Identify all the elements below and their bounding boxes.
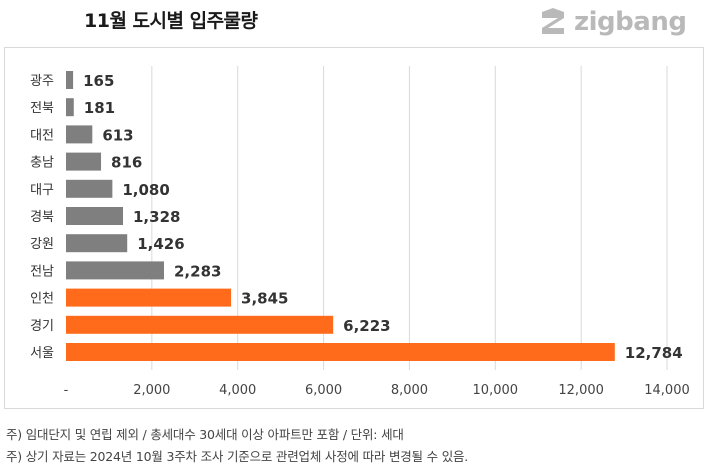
category-label: 경기 xyxy=(30,319,54,334)
bar-2 xyxy=(66,98,74,117)
bar-3 xyxy=(66,125,93,144)
bar-4 xyxy=(66,152,102,171)
x-tick-label: 8,000 xyxy=(391,383,428,398)
category-label: 전남 xyxy=(30,264,54,279)
value-label: 12,784 xyxy=(625,344,683,362)
value-label: 1,328 xyxy=(133,208,180,226)
bar-7 xyxy=(66,234,128,253)
value-label: 816 xyxy=(111,154,142,172)
value-label: 181 xyxy=(84,99,115,117)
category-label: 경북 xyxy=(30,210,54,225)
value-label: 3,845 xyxy=(241,290,288,308)
category-label: 충남 xyxy=(30,156,54,171)
logo-text: zigbang xyxy=(574,7,687,37)
bar-1 xyxy=(66,71,74,89)
value-label: 1,426 xyxy=(137,235,184,253)
value-label: 1,080 xyxy=(122,181,169,199)
category-label: 대구 xyxy=(30,183,54,198)
x-tick-label: - xyxy=(64,383,69,398)
category-label: 강원 xyxy=(30,237,54,252)
zigbang-logo-icon xyxy=(542,8,564,34)
x-tick-label: 6,000 xyxy=(305,383,342,398)
bar-10 xyxy=(66,315,334,334)
footnote-1: 주) 임대단지 및 연립 제외 / 총세대수 30세대 이상 아파트만 포함 /… xyxy=(6,427,404,442)
x-tick-label: 14,000 xyxy=(644,383,690,398)
bar-9 xyxy=(66,288,232,307)
bar-6 xyxy=(66,207,124,225)
x-tick-label: 2,000 xyxy=(133,383,170,398)
footnote-2: 주) 상기 자료는 2024년 10월 3주차 조사 기준으로 관련업체 사정에… xyxy=(6,449,469,464)
zigbang-logo: zigbang xyxy=(536,4,706,40)
value-label: 165 xyxy=(83,72,114,90)
value-label: 2,283 xyxy=(174,262,221,280)
category-label: 서울 xyxy=(30,346,54,361)
category-label: 인천 xyxy=(30,292,54,307)
bar-8 xyxy=(66,261,165,280)
category-label: 광주 xyxy=(30,74,54,89)
chart-frame xyxy=(4,47,704,409)
bar-11 xyxy=(66,343,615,361)
bar-5 xyxy=(66,179,113,198)
value-label: 6,223 xyxy=(343,317,390,335)
category-label: 대전 xyxy=(30,128,54,143)
x-tick-label: 12,000 xyxy=(558,383,604,398)
category-label: 전북 xyxy=(30,101,54,116)
value-label: 613 xyxy=(102,126,133,144)
x-tick-label: 4,000 xyxy=(219,383,256,398)
x-tick-label: 10,000 xyxy=(473,383,519,398)
chart-title: 11월 도시별 입주물량 xyxy=(84,10,258,32)
